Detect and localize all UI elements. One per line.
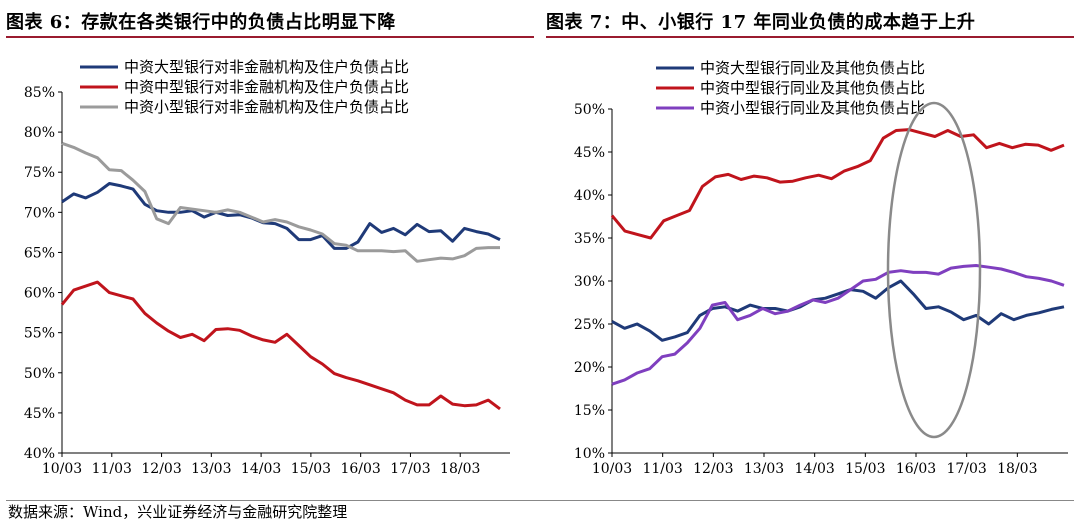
left-x-tick-label: 10/03 [42,461,82,477]
right-x-tick-label: 17/03 [946,461,986,477]
left-series-line-3 [61,141,500,263]
right-x-tick-label: 13/03 [744,461,784,477]
right-chart-title-bar: 图表 7：中、小银行 17 年同业负债的成本趋于上升 [546,6,1074,38]
data-source-note: 数据来源：Wind，兴业证券经济与金融研究院整理 [8,503,348,521]
left-x-tick-label: 13/03 [191,461,231,477]
right-highlight-ellipse [886,101,982,439]
left-y-tick-label: 60% [24,286,55,302]
footer-divider [6,500,1074,501]
left-chart-title: 图表 6：存款在各类银行中的负债占比明显下降 [6,12,396,33]
right-y-tick-label: 15% [574,403,605,419]
right-y-tick-label: 10% [574,446,605,462]
right-y-tick-label: 45% [574,145,605,161]
right-x-tick-label: 10/03 [592,461,632,477]
right-chart-title: 图表 7：中、小银行 17 年同业负债的成本趋于上升 [546,12,976,33]
right-line-chart: 10% 15% 20% 25% 30% 35% 40% 45% 50% 10/03 11/03 12/… [574,59,1068,477]
left-legend-label-2: 中资中型银行对非金融机构及住户负债占比 [124,78,409,96]
left-x-tick-label: 12/03 [141,461,181,477]
right-series-line-2 [610,128,1065,240]
left-x-tick-label: 14/03 [241,461,281,477]
right-series-line-3 [611,264,1065,386]
right-chart-panel: 图表 7：中、小银行 17 年同业负债的成本趋于上升 10% 15% 20% 25% 3… [540,0,1080,500]
left-series-line-2 [60,280,501,411]
left-legend-label-3: 中资小型银行对非金融机构及住户负债占比 [124,98,409,116]
left-y-tick-label: 50% [24,366,55,382]
left-x-tick-label: 18/03 [440,461,480,477]
right-x-tick-label: 14/03 [794,461,834,477]
left-y-tick-label: 55% [24,326,55,342]
right-x-tick-label: 18/03 [997,461,1037,477]
left-y-tick-label: 40% [24,446,55,462]
right-x-tick-label: 16/03 [896,461,936,477]
left-y-tick-label: 75% [24,165,55,181]
left-x-tick-label: 11/03 [92,461,132,477]
left-y-tick-label: 45% [24,406,55,422]
right-legend-label-2: 中资中型银行同业及其他负债占比 [700,79,925,97]
right-y-tick-label: 50% [574,102,605,118]
left-x-tick-label: 17/03 [390,461,430,477]
left-line-chart: 40% 45% 50% 55% 60% 65% 70% 75% 80% 85% 10/03 11/03… [24,58,510,477]
right-x-tick-label: 11/03 [642,461,682,477]
left-chart-title-bar: 图表 6：存款在各类银行中的负债占比明显下降 [6,6,534,38]
right-series-line-1 [611,279,1065,342]
right-y-tick-label: 25% [574,317,605,333]
left-legend-label-1: 中资大型银行对非金融机构及住户负债占比 [124,58,409,76]
left-y-tick-label: 85% [24,85,55,101]
right-x-tick-label: 12/03 [693,461,733,477]
right-y-tick-label: 35% [574,231,605,247]
left-y-tick-label: 65% [24,245,55,261]
right-y-tick-label: 20% [574,360,605,376]
left-y-tick-label: 80% [24,125,55,141]
left-chart-panel: 图表 6：存款在各类银行中的负债占比明显下降 40% 45% 50% 55% 60% 65… [0,0,540,500]
left-x-tick-label: 15/03 [291,461,331,477]
right-y-tick-label: 40% [574,188,605,204]
left-y-tick-label: 70% [24,205,55,221]
right-legend-label-1: 中资大型银行同业及其他负债占比 [700,59,925,77]
left-x-tick-label: 16/03 [340,461,380,477]
right-y-tick-label: 30% [574,274,605,290]
right-x-tick-label: 15/03 [845,461,885,477]
right-legend-label-3: 中资小型银行同业及其他负债占比 [700,99,925,117]
left-series-line-1 [61,182,501,250]
